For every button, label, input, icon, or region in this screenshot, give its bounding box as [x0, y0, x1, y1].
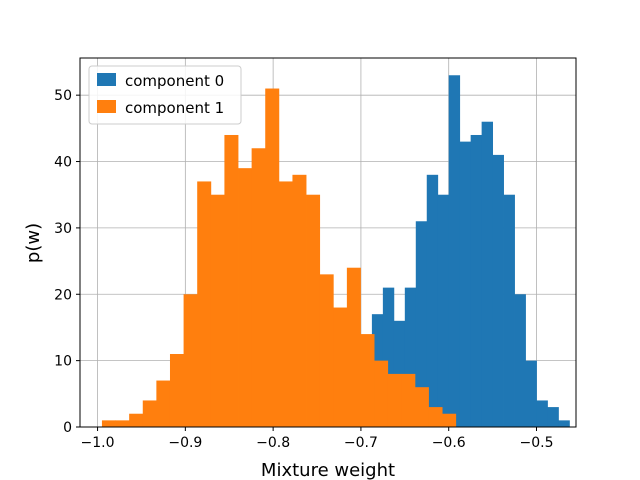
series-1-bars	[101, 88, 457, 428]
histogram-bar	[278, 181, 293, 427]
histogram-bar	[401, 373, 416, 427]
histogram-bar	[442, 413, 457, 427]
histogram-bar	[503, 194, 515, 427]
histogram-bar	[156, 380, 171, 427]
histogram-bar	[319, 274, 334, 427]
histogram-bar	[459, 141, 472, 427]
axis-ticks: −1.0 −0.9 −0.8 −0.7 −0.6 −0.5 0 10 20 30 40 50	[54, 88, 553, 451]
histogram-bar	[210, 194, 225, 427]
histogram-bar	[382, 287, 395, 427]
legend-label-component-0: component 0	[125, 72, 224, 90]
x-tick-label: −0.5	[519, 435, 553, 451]
histogram-bar	[183, 294, 198, 427]
histogram-bar	[197, 181, 212, 427]
x-tick-label: −0.9	[168, 435, 202, 451]
y-tick-label: 50	[54, 88, 72, 104]
y-tick-label: 40	[54, 155, 72, 171]
histogram-bar	[470, 134, 483, 428]
x-tick-label: −0.8	[256, 435, 290, 451]
y-tick-label: 30	[54, 221, 72, 237]
histogram-bar	[547, 407, 559, 427]
histogram-bar	[169, 353, 184, 427]
legend-swatch-component-0	[97, 73, 116, 86]
histogram-bar	[426, 174, 439, 427]
histogram-bar	[142, 400, 157, 427]
x-tick-label: −0.6	[432, 435, 466, 451]
histogram-bar	[224, 134, 239, 428]
y-tick-label: 20	[54, 287, 72, 303]
histogram-bar	[437, 194, 450, 427]
histogram-bar	[333, 307, 348, 427]
histogram-bar	[306, 194, 321, 427]
legend: component 0 component 1	[88, 65, 242, 125]
y-tick-label: 0	[63, 420, 72, 436]
histogram-bar	[415, 221, 428, 427]
histogram-bar	[558, 420, 570, 427]
histogram-bars	[101, 75, 570, 428]
histogram-bar	[387, 373, 402, 427]
histogram-bar	[115, 420, 130, 427]
histogram-bar	[481, 121, 494, 428]
legend-swatch-component-1	[97, 100, 116, 113]
histogram-bar	[448, 75, 461, 427]
histogram-bar	[428, 407, 443, 427]
x-tick-label: −0.7	[344, 435, 378, 451]
histogram-bar	[346, 267, 361, 427]
histogram-bar	[129, 413, 144, 427]
x-axis-label: Mixture weight	[261, 460, 395, 480]
histogram-bar	[404, 287, 417, 427]
legend-box	[88, 65, 242, 125]
plot-frame	[79, 57, 577, 428]
histogram-bar	[251, 148, 266, 428]
histogram-bar	[265, 88, 280, 427]
histogram-bar	[292, 174, 307, 427]
histogram-bar	[536, 400, 548, 427]
histogram-bar	[374, 360, 389, 427]
y-tick-label: 10	[54, 354, 72, 370]
histogram-bar	[525, 360, 537, 427]
legend-label-component-1: component 1	[125, 99, 224, 117]
histogram-bar	[360, 334, 375, 427]
y-axis-label: p(w)	[23, 223, 44, 263]
histogram-bar	[492, 154, 504, 427]
histogram-bar	[414, 387, 429, 427]
histogram-bar	[238, 168, 253, 427]
histogram-bar	[101, 420, 116, 427]
x-tick-label: −1.0	[81, 435, 115, 451]
histogram-bar	[514, 294, 526, 427]
